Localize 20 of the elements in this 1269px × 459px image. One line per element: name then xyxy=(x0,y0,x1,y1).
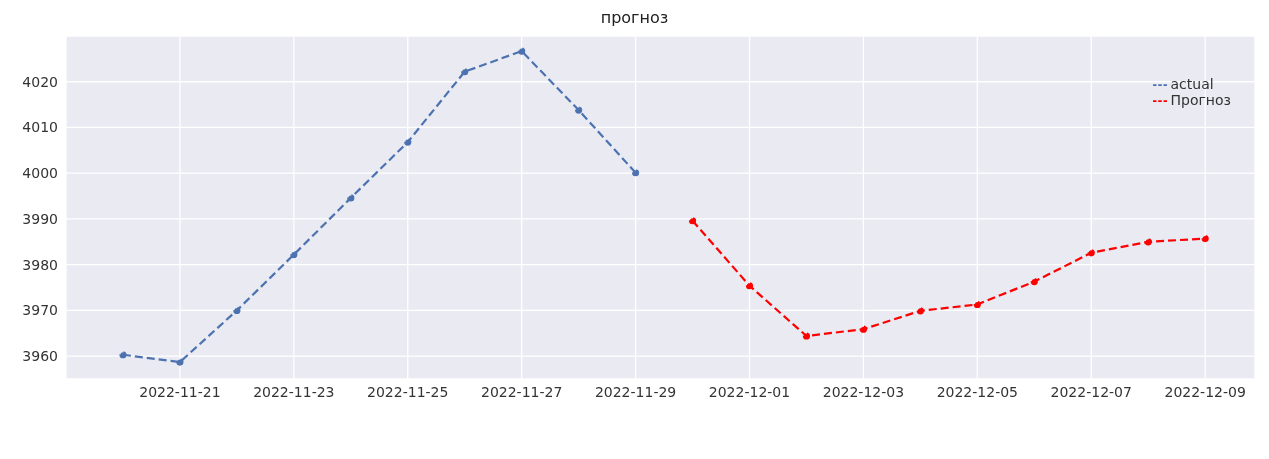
legend-label: actual xyxy=(1170,76,1214,92)
y-tick-label: 3990 xyxy=(22,210,58,227)
y-tick-label: 4020 xyxy=(22,73,58,90)
legend-label: Прогноз xyxy=(1170,92,1231,108)
y-tick-label: 3960 xyxy=(22,348,58,365)
x-tick-label: 2022-11-29 xyxy=(594,383,677,400)
y-tick-label: 3970 xyxy=(22,302,58,319)
x-tick-label: 2022-12-01 xyxy=(708,383,791,400)
y-tick-label: 3980 xyxy=(22,256,58,273)
x-tick-label: 2022-11-23 xyxy=(253,383,335,400)
x-tick-label: 2022-12-09 xyxy=(1164,383,1246,400)
x-tick-label: 2022-11-25 xyxy=(367,383,449,400)
chart-title: прогноз xyxy=(599,8,670,29)
y-tick-label: 4000 xyxy=(22,165,58,182)
x-tick-label: 2022-11-21 xyxy=(139,383,221,400)
x-tick-label: 2022-12-05 xyxy=(936,383,1019,400)
y-tick-label: 4010 xyxy=(22,119,58,136)
x-tick-label: 2022-12-03 xyxy=(822,383,905,400)
x-tick-label: 2022-12-07 xyxy=(1050,383,1132,400)
x-tick-label: 2022-11-27 xyxy=(480,383,563,400)
